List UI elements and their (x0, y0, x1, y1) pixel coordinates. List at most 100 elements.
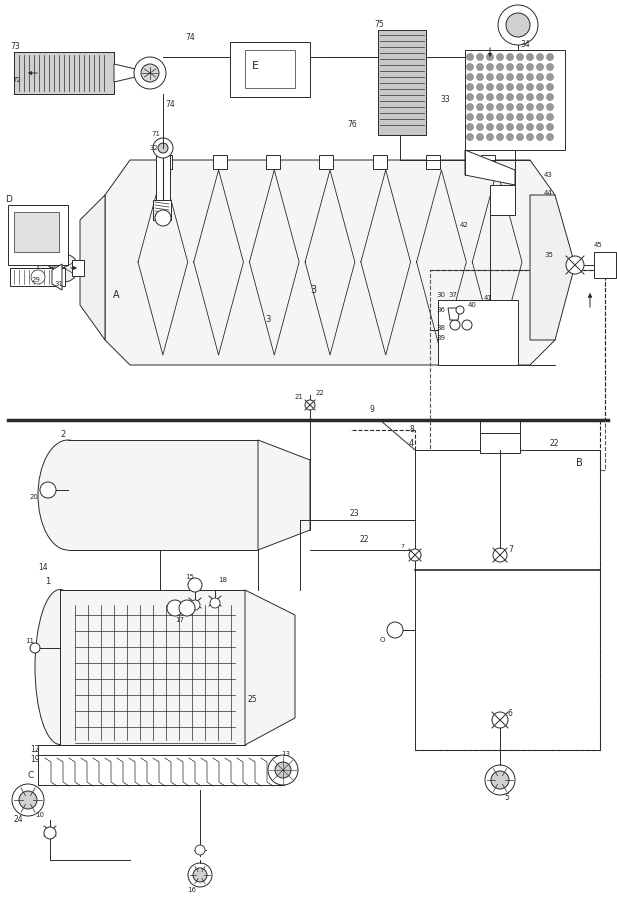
Circle shape (476, 103, 484, 111)
Bar (38, 755, 283, 785)
Circle shape (466, 53, 473, 61)
Bar (158, 155, 172, 169)
Bar (153, 200, 171, 220)
Circle shape (466, 64, 473, 70)
Circle shape (497, 53, 503, 61)
Text: E: E (252, 61, 259, 71)
Circle shape (507, 64, 513, 70)
Bar (266, 155, 280, 169)
Circle shape (486, 84, 494, 90)
Text: 9: 9 (370, 406, 375, 415)
Text: 3: 3 (310, 285, 316, 295)
Text: 24: 24 (14, 815, 23, 824)
Circle shape (134, 57, 166, 89)
Circle shape (497, 124, 503, 131)
Circle shape (516, 134, 523, 140)
Circle shape (466, 113, 473, 121)
Circle shape (486, 134, 494, 140)
Text: 21: 21 (295, 394, 304, 400)
Text: 7: 7 (400, 545, 404, 550)
Circle shape (476, 93, 484, 100)
Text: 8: 8 (410, 425, 415, 434)
Circle shape (466, 103, 473, 111)
Bar (426, 155, 440, 169)
Circle shape (50, 254, 78, 282)
Circle shape (466, 93, 473, 100)
Circle shape (516, 124, 523, 131)
Circle shape (497, 103, 503, 111)
Circle shape (486, 74, 494, 80)
Circle shape (507, 53, 513, 61)
Text: 22: 22 (316, 390, 325, 396)
Text: 20: 20 (30, 494, 39, 500)
Bar (438, 300, 518, 365)
Ellipse shape (38, 440, 98, 550)
Circle shape (462, 320, 472, 330)
Text: A: A (113, 290, 119, 300)
Text: 76: 76 (347, 121, 357, 129)
Circle shape (537, 84, 544, 90)
Text: 13: 13 (281, 751, 290, 757)
Circle shape (486, 113, 494, 121)
Circle shape (537, 93, 544, 100)
Circle shape (516, 53, 523, 61)
Circle shape (486, 124, 494, 131)
Circle shape (497, 134, 503, 140)
Text: 44: 44 (544, 190, 553, 196)
Text: 23: 23 (350, 510, 360, 518)
Bar (490, 185, 515, 215)
Circle shape (497, 84, 503, 90)
Circle shape (190, 600, 200, 610)
Circle shape (537, 113, 544, 121)
Text: O: O (380, 637, 386, 643)
Circle shape (305, 400, 315, 410)
Circle shape (547, 113, 553, 121)
Text: 38: 38 (436, 325, 445, 331)
Circle shape (466, 74, 473, 80)
Circle shape (497, 93, 503, 100)
Bar (373, 155, 387, 169)
Circle shape (275, 762, 291, 778)
Circle shape (516, 93, 523, 100)
Circle shape (547, 93, 553, 100)
Circle shape (188, 863, 212, 887)
Bar (480, 433, 520, 453)
Circle shape (456, 306, 464, 314)
Text: 2: 2 (60, 431, 65, 440)
Circle shape (12, 784, 44, 816)
Circle shape (466, 124, 473, 131)
Circle shape (537, 53, 544, 61)
Polygon shape (80, 195, 105, 340)
Bar (415, 450, 600, 750)
Circle shape (31, 270, 45, 284)
Circle shape (537, 124, 544, 131)
Text: 36: 36 (436, 307, 445, 313)
Polygon shape (52, 264, 62, 290)
Text: 33: 33 (440, 96, 450, 104)
Bar (68, 440, 258, 550)
Circle shape (507, 93, 513, 100)
Circle shape (537, 74, 544, 80)
Text: 73: 73 (10, 42, 20, 52)
Text: 19: 19 (30, 755, 39, 764)
Text: D: D (5, 195, 12, 205)
Circle shape (387, 622, 403, 638)
Text: 25: 25 (248, 695, 258, 704)
Bar (481, 155, 495, 169)
Circle shape (44, 827, 56, 839)
Bar (14, 52, 114, 94)
Text: 40: 40 (468, 302, 477, 308)
Circle shape (476, 113, 484, 121)
Circle shape (193, 868, 207, 882)
Bar (14, 212, 59, 252)
Circle shape (466, 84, 473, 90)
Circle shape (141, 64, 159, 82)
Text: 39: 39 (436, 335, 445, 341)
Text: 72: 72 (12, 77, 21, 83)
Circle shape (507, 134, 513, 140)
Text: 14: 14 (38, 563, 48, 573)
Text: 10: 10 (35, 812, 44, 818)
Circle shape (497, 74, 503, 80)
Text: 37: 37 (448, 292, 457, 298)
Bar (430, 270, 605, 470)
